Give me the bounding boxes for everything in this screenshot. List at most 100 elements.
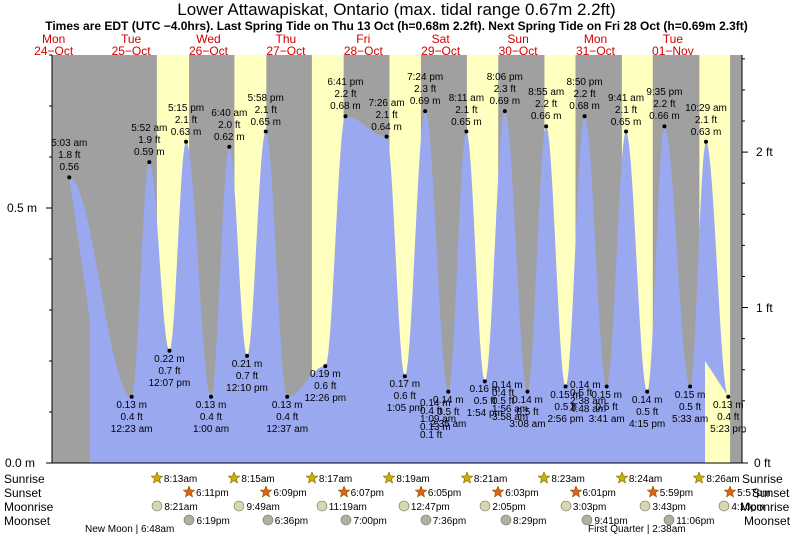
tide-label-line: 2.1 ft (455, 104, 478, 116)
tide-marks (67, 109, 731, 399)
tide-label-line: 1:05 pm (386, 403, 423, 415)
moonrise-time: 3:03pm (572, 502, 607, 513)
chart-subtitle: Times are EDT (UTC −4.0hrs). Last Spring… (45, 19, 748, 33)
tide-label-line: 9:41 am (607, 92, 645, 104)
high-tide-label: 8:11 am 2.1 ft 0.65 m (441, 93, 491, 129)
tide-label-line: 0.16 m (469, 384, 501, 396)
moonset-event: 6:36pm (262, 514, 308, 528)
sunrise-event: 8:24am (615, 471, 662, 486)
tide-label-line: 0.59 m (134, 147, 165, 159)
tide-label-line: 5:52 am (131, 123, 168, 135)
tide-label-line: 0.65 m (451, 116, 482, 128)
moonset-icon (184, 514, 195, 526)
moonset-event: 11:06pm (663, 514, 714, 528)
row-label-sunset-right: Sunset (752, 486, 790, 500)
tide-label-line: 2.1 ft (254, 104, 277, 116)
day-header-dow: Sat (431, 32, 450, 46)
tide-label-line: 0.65 m (250, 116, 282, 128)
moon-phase-label: New Moon | 6:48am (85, 524, 175, 535)
low-tide-point (245, 353, 250, 358)
day-header: Thu 27−Oct (251, 33, 321, 57)
high-tide-label: 8:50 pm 2.2 ft 0.68 m (560, 77, 610, 113)
moonrise-time: 4:10pm (731, 502, 765, 513)
high-tide-label: 9:35 pm 2.2 ft 0.66 m (639, 87, 689, 123)
tide-label-line: 2.2 ft (653, 99, 676, 111)
sunrise-icon (460, 471, 474, 484)
low-tide-point (285, 394, 290, 399)
overlap-label-line: 0.13 m (420, 422, 451, 433)
overlap-label-line: 0.14 m (420, 398, 451, 409)
low-tide-point (525, 389, 530, 394)
sunrise-event: 8:15am (227, 471, 275, 486)
day-header-date: 31−Oct (575, 44, 616, 58)
chart-title: Lower Attawapiskat, Ontario (max. tidal … (177, 0, 616, 19)
day-header-dow: Tue (662, 32, 683, 46)
tide-label-line: 12:07 pm (148, 377, 191, 389)
sunset-time: 6:09pm (273, 488, 307, 499)
tide-label-line: 0.68 m (330, 101, 361, 113)
day-header-dow: Tue (120, 32, 142, 46)
low-tide-label: 0.14 m 0.5 ft 2:35 am (423, 395, 473, 431)
low-tide-point (209, 394, 214, 399)
moonset-icon (500, 514, 512, 526)
sunset-icon (723, 485, 737, 498)
sunset-time: 6:01pm (582, 488, 616, 499)
sunset-time: 6:05pm (427, 488, 462, 499)
high-tide-point (384, 134, 389, 139)
moonrise-event: 3:43pm (639, 500, 686, 514)
day-header: Mon 24−Oct (19, 33, 89, 57)
overlap-label-line: 1:09 am (420, 414, 457, 425)
low-tide-label: 0.13 m 0.4 ft 1:00 am (186, 400, 236, 436)
sunrise-icon (615, 471, 629, 484)
tide-label-line: 0.63 m (690, 126, 722, 138)
moonset-time: 9:41pm (594, 516, 628, 527)
tide-label-line: 0.69 m (489, 96, 521, 108)
day-header-date: 28−Oct (343, 44, 383, 58)
tide-label-line: 1:54 pm (466, 408, 503, 420)
sunset-icon (569, 485, 582, 498)
moonset-icon (582, 514, 593, 526)
tide-label-line: 0.22 m (154, 353, 185, 365)
tide-label-line: 2.2 ft (334, 89, 357, 101)
tide-label-line: 0.6 ft (393, 391, 416, 403)
sunrise-icon (382, 471, 396, 484)
low-tide-point (323, 364, 328, 369)
row-label-sunset: Sunset (4, 486, 42, 500)
low-tide-point (167, 348, 172, 353)
tide-label-line: 0.14 m (433, 394, 464, 406)
high-tide-point (184, 139, 189, 144)
moonrise-time: 9:49am (246, 502, 280, 513)
day-header: Wed 26−Oct (174, 33, 244, 57)
high-tide-point (624, 129, 629, 134)
moonrise-event: 8:21am (151, 500, 198, 514)
moonrise-icon (398, 500, 410, 512)
moonset-time: 7:36pm (432, 516, 467, 527)
moonset-event: 6:19pm (183, 514, 230, 528)
low-tide-point (563, 384, 568, 389)
day-header: Fri 28−Oct (328, 33, 398, 57)
moonset-icon (663, 514, 675, 526)
sunrise-icon (692, 471, 706, 484)
overlap-label-line: 2:38 am (570, 396, 607, 407)
tide-label-line: 0.17 m (389, 379, 421, 391)
sunset-icon (259, 485, 273, 498)
moonset-icon (262, 514, 274, 526)
moonset-time: 6:36pm (274, 516, 309, 527)
row-label-moonrise: Moonrise (4, 500, 54, 514)
tide-label-line: 5:15 pm (167, 102, 205, 114)
high-tide-label: 5:58 pm 2.1 ft 0.65 m (241, 93, 291, 129)
tide-label-line: 12:26 pm (304, 393, 347, 405)
moonrise-event: 11:19am (316, 500, 367, 514)
high-tide-label: 5:52 am 1.9 ft 0.59 m (124, 123, 174, 159)
high-tide-point (343, 114, 348, 119)
tide-label-line: 8:11 am (448, 92, 485, 104)
moonrise-event: 3:03pm (560, 500, 606, 514)
tide-label-line: 0.5 ft (473, 396, 496, 408)
day-header-date: 24−Oct (34, 44, 74, 58)
tide-label-line: 0.14 m (512, 394, 543, 406)
tide-label-line: 0.56 (59, 162, 80, 174)
high-tide-point (67, 175, 72, 180)
low-tide-point (604, 384, 609, 389)
row-label-moonrise-right: Moonrise (740, 500, 790, 514)
sunrise-event: 8:26am (692, 471, 740, 486)
